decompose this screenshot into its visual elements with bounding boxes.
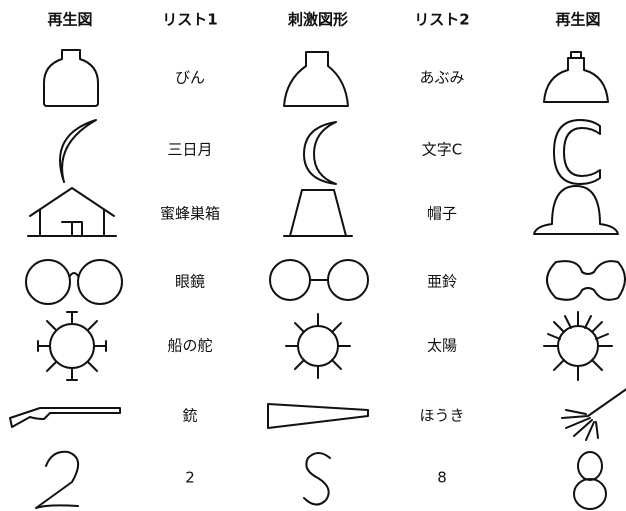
drawing bbox=[9, 407, 121, 428]
drawing bbox=[303, 452, 331, 506]
item-label: あぶみ bbox=[419, 69, 464, 87]
drawing bbox=[283, 51, 349, 107]
drawing bbox=[43, 49, 99, 107]
drawing bbox=[533, 185, 619, 235]
drawing bbox=[269, 259, 311, 301]
column-header: リスト2 bbox=[414, 11, 469, 29]
drawing bbox=[25, 259, 71, 305]
item-label: 銃 bbox=[182, 407, 197, 425]
item-label: 蜜蜂巣箱 bbox=[160, 205, 220, 223]
column-header: 再生図 bbox=[47, 11, 92, 29]
item-label: びん bbox=[175, 69, 205, 87]
item-label: 8 bbox=[437, 469, 447, 487]
drawing bbox=[303, 121, 337, 185]
drawings bbox=[9, 49, 626, 510]
drawing bbox=[543, 311, 613, 381]
drawing bbox=[59, 119, 97, 183]
item-label: 2 bbox=[185, 469, 195, 487]
item-label: 文字C bbox=[422, 141, 462, 159]
drawing bbox=[285, 313, 351, 379]
item-label: 眼鏡 bbox=[175, 273, 205, 291]
header: 再生図 リスト1 刺激図形 リスト2 再生図 bbox=[47, 11, 600, 29]
item-label: 亜鈴 bbox=[427, 273, 457, 291]
drawing bbox=[77, 259, 123, 305]
item-label: 船の舵 bbox=[167, 337, 212, 355]
drawing bbox=[35, 450, 79, 509]
item-label: 三日月 bbox=[167, 141, 212, 159]
drawing bbox=[267, 403, 369, 429]
drawing bbox=[546, 260, 626, 301]
drawing bbox=[283, 189, 353, 237]
drawing bbox=[543, 51, 609, 103]
drawing bbox=[573, 478, 607, 510]
column-header: 再生図 bbox=[555, 11, 600, 29]
column-header: リスト1 bbox=[162, 11, 217, 29]
drawing bbox=[69, 272, 79, 277]
column-header: 刺激図形 bbox=[288, 11, 348, 29]
item-label: ほうき bbox=[419, 407, 464, 425]
item-label: 帽子 bbox=[427, 205, 457, 223]
drawing bbox=[577, 451, 603, 481]
drawing bbox=[327, 259, 369, 301]
drawing bbox=[553, 119, 601, 185]
drawing bbox=[561, 388, 626, 441]
drawing bbox=[37, 311, 107, 381]
drawing bbox=[27, 187, 117, 237]
item-label: 太陽 bbox=[427, 337, 457, 355]
